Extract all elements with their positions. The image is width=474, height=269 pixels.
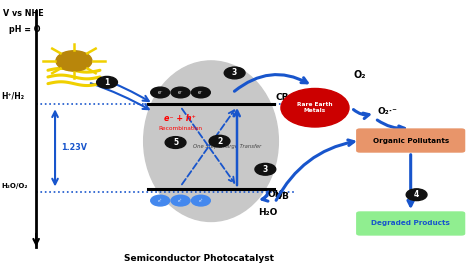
Text: OH‧: OH‧ [268,190,286,199]
Text: CB: CB [276,93,290,102]
Text: 3: 3 [232,68,237,77]
Text: e⁻: e⁻ [157,90,163,95]
Circle shape [165,137,186,148]
Circle shape [191,87,210,98]
Circle shape [255,163,276,175]
Text: 1.23V: 1.23V [61,143,87,152]
Text: Organic Pollutants: Organic Pollutants [373,137,449,144]
FancyBboxPatch shape [356,211,465,236]
Text: H₂O/O₂: H₂O/O₂ [1,183,28,189]
Circle shape [224,67,245,79]
Text: Rare Earth
Metals: Rare Earth Metals [297,102,333,113]
Text: pH = O: pH = O [9,25,41,34]
Circle shape [151,87,170,98]
Text: One Step Charge Transfer: One Step Charge Transfer [193,144,262,149]
FancyBboxPatch shape [356,128,465,153]
Text: O₂: O₂ [354,70,366,80]
Circle shape [151,195,170,206]
Text: e⁺: e⁺ [178,199,183,203]
Text: 1: 1 [104,78,109,87]
Text: H⁺/H₂: H⁺/H₂ [1,91,25,101]
Ellipse shape [144,61,278,221]
Text: 2: 2 [217,137,222,146]
Circle shape [171,87,190,98]
Text: e⁻ + h⁺: e⁻ + h⁺ [164,114,196,123]
Circle shape [56,51,92,71]
Text: O₂·⁻: O₂·⁻ [377,107,397,116]
Circle shape [191,195,210,206]
Text: e⁺: e⁺ [158,199,163,203]
Text: Semiconductor Photocatalyst: Semiconductor Photocatalyst [124,254,274,263]
Circle shape [406,189,427,201]
Text: e⁻: e⁻ [178,90,183,95]
Text: e⁻: e⁻ [198,90,204,95]
Text: VB: VB [276,192,290,200]
Text: e⁺: e⁺ [199,199,203,203]
Text: V vs NHE: V vs NHE [3,9,44,18]
Text: 5: 5 [173,138,178,147]
Circle shape [97,76,118,88]
Circle shape [281,89,349,127]
Circle shape [171,195,190,206]
Circle shape [209,135,230,147]
Text: Degraded Products: Degraded Products [371,221,450,226]
Text: 4: 4 [414,190,419,199]
Text: Recombination: Recombination [158,126,202,132]
Text: H₂O: H₂O [258,208,278,217]
Text: 3: 3 [263,165,268,174]
